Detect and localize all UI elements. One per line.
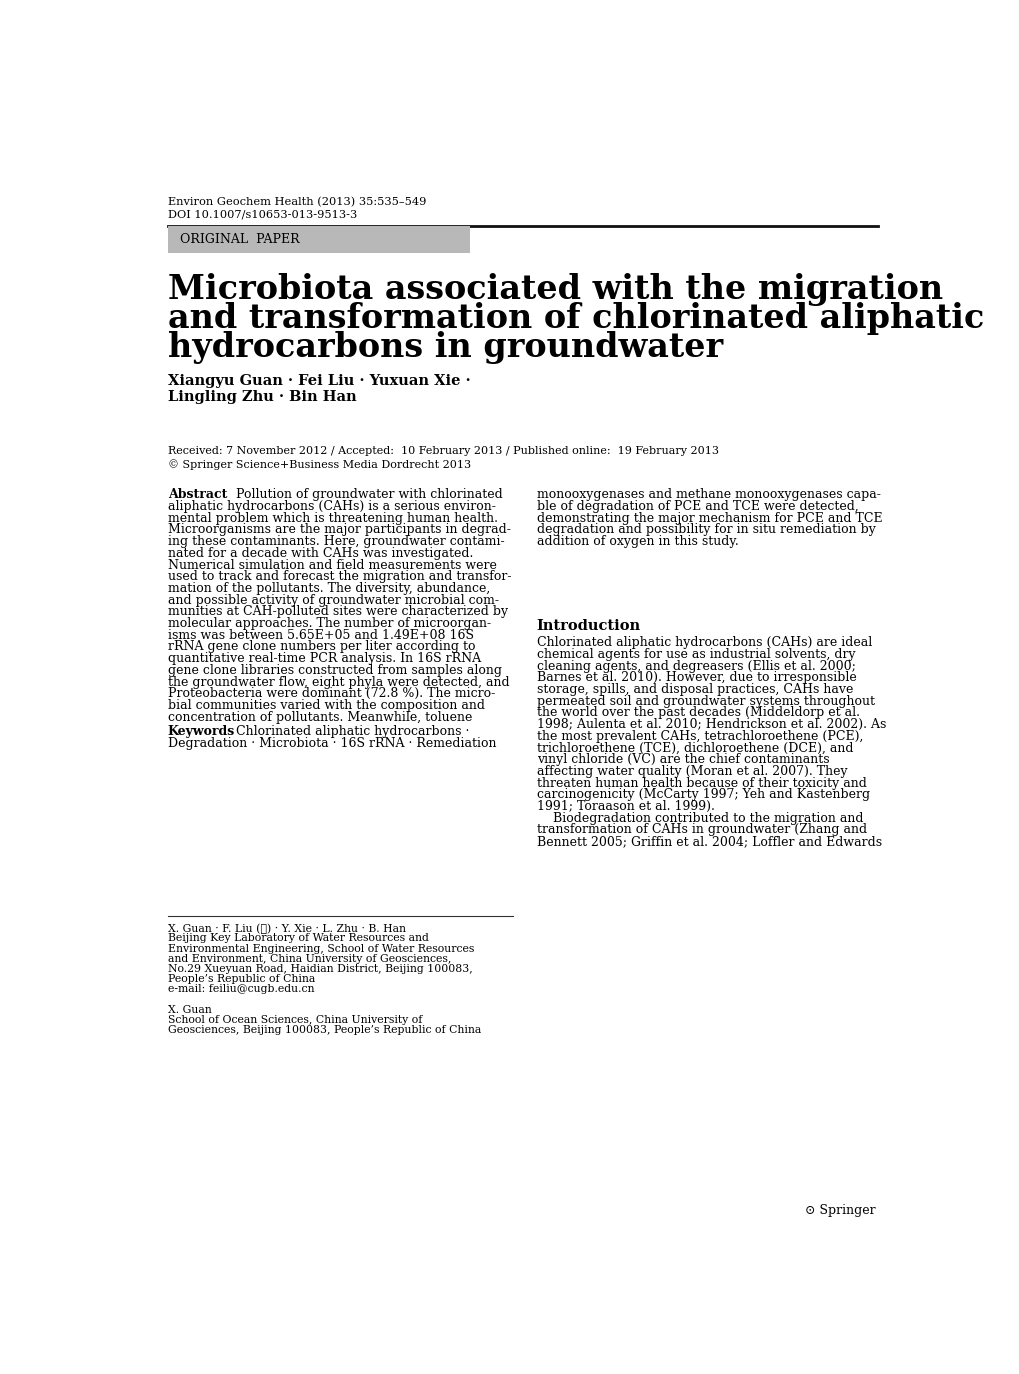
Text: ⊙ Springer: ⊙ Springer — [804, 1205, 874, 1217]
Text: rRNA gene clone numbers per liter according to: rRNA gene clone numbers per liter accord… — [168, 640, 475, 654]
Text: vinyl chloride (VC) are the chief contaminants: vinyl chloride (VC) are the chief contam… — [536, 753, 828, 767]
Text: isms was between 5.65E+05 and 1.49E+08 16S: isms was between 5.65E+05 and 1.49E+08 1… — [168, 629, 474, 642]
Text: ing these contaminants. Here, groundwater contami-: ing these contaminants. Here, groundwate… — [168, 534, 504, 548]
Text: affecting water quality (Moran et al. 2007). They: affecting water quality (Moran et al. 20… — [536, 765, 847, 778]
Text: used to track and forecast the migration and transfor-: used to track and forecast the migration… — [168, 570, 511, 583]
Text: aliphatic hydrocarbons (CAHs) is a serious environ-: aliphatic hydrocarbons (CAHs) is a serio… — [168, 500, 495, 513]
Text: © Springer Science+Business Media Dordrecht 2013: © Springer Science+Business Media Dordre… — [168, 459, 471, 470]
Text: concentration of pollutants. Meanwhile, toluene: concentration of pollutants. Meanwhile, … — [168, 710, 472, 724]
Text: Received: 7 November 2012 / Accepted:  10 February 2013 / Published online:  19 : Received: 7 November 2012 / Accepted: 10… — [168, 447, 718, 456]
Text: bial communities varied with the composition and: bial communities varied with the composi… — [168, 699, 484, 712]
Text: quantitative real-time PCR analysis. In 16S rRNA: quantitative real-time PCR analysis. In … — [168, 653, 480, 665]
Text: DOI 10.1007/s10653-013-9513-3: DOI 10.1007/s10653-013-9513-3 — [168, 210, 357, 220]
Text: Environmental Engineering, School of Water Resources: Environmental Engineering, School of Wat… — [168, 944, 474, 954]
Text: e-mail: feiliu@cugb.edu.cn: e-mail: feiliu@cugb.edu.cn — [168, 984, 314, 995]
Text: gene clone libraries constructed from samples along: gene clone libraries constructed from sa… — [168, 664, 501, 677]
Text: X. Guan: X. Guan — [168, 1004, 211, 1014]
Text: Microbiota associated with the migration: Microbiota associated with the migration — [168, 272, 942, 305]
Text: the groundwater flow, eight phyla were detected, and: the groundwater flow, eight phyla were d… — [168, 676, 508, 688]
Text: Xiangyu Guan · Fei Liu · Yuxuan Xie ·: Xiangyu Guan · Fei Liu · Yuxuan Xie · — [168, 374, 470, 389]
Text: and transformation of chlorinated aliphatic: and transformation of chlorinated alipha… — [168, 302, 983, 335]
Text: Microorganisms are the major participants in degrad-: Microorganisms are the major participant… — [168, 523, 511, 536]
Text: Chlorinated aliphatic hydrocarbons (CAHs) are ideal: Chlorinated aliphatic hydrocarbons (CAHs… — [536, 636, 871, 649]
Text: Keywords: Keywords — [168, 725, 234, 738]
Text: demonstrating the major mechanism for PCE and TCE: demonstrating the major mechanism for PC… — [536, 511, 881, 525]
Text: Introduction: Introduction — [536, 620, 640, 633]
Text: threaten human health because of their toxicity and: threaten human health because of their t… — [536, 776, 866, 790]
Text: cleaning agents, and degreasers (Ellis et al. 2000;: cleaning agents, and degreasers (Ellis e… — [536, 660, 855, 672]
Text: People’s Republic of China: People’s Republic of China — [168, 974, 315, 984]
Text: mation of the pollutants. The diversity, abundance,: mation of the pollutants. The diversity,… — [168, 583, 489, 595]
Text: Abstract: Abstract — [168, 488, 227, 502]
Text: Numerical simulation and field measurements were: Numerical simulation and field measureme… — [168, 558, 496, 572]
Text: Bennett 2005; Griffin et al. 2004; Loffler and Edwards: Bennett 2005; Griffin et al. 2004; Loffl… — [536, 835, 881, 848]
Text: School of Ocean Sciences, China University of: School of Ocean Sciences, China Universi… — [168, 1015, 422, 1025]
Text: Environ Geochem Health (2013) 35:535–549: Environ Geochem Health (2013) 35:535–549 — [168, 198, 426, 207]
Text: ORIGINAL  PAPER: ORIGINAL PAPER — [180, 232, 300, 246]
Text: transformation of CAHs in groundwater (Zhang and: transformation of CAHs in groundwater (Z… — [536, 823, 866, 837]
Text: the world over the past decades (Middeldorp et al.: the world over the past decades (Middeld… — [536, 706, 859, 720]
Text: Barnes et al. 2010). However, due to irresponsible: Barnes et al. 2010). However, due to irr… — [536, 672, 856, 684]
Text: and Environment, China University of Geosciences,: and Environment, China University of Geo… — [168, 954, 450, 963]
Text: ble of degradation of PCE and TCE were detected,: ble of degradation of PCE and TCE were d… — [536, 500, 858, 513]
Text: monooxygenases and methane monooxygenases capa-: monooxygenases and methane monooxygenase… — [536, 488, 879, 502]
Text: Beijing Key Laboratory of Water Resources and: Beijing Key Laboratory of Water Resource… — [168, 933, 428, 944]
Text: degradation and possibility for in situ remediation by: degradation and possibility for in situ … — [536, 523, 874, 536]
Text: Geosciences, Beijing 100083, People’s Republic of China: Geosciences, Beijing 100083, People’s Re… — [168, 1025, 481, 1035]
Text: molecular approaches. The number of microorgan-: molecular approaches. The number of micr… — [168, 617, 490, 631]
Text: nated for a decade with CAHs was investigated.: nated for a decade with CAHs was investi… — [168, 547, 473, 559]
Text: and possible activity of groundwater microbial com-: and possible activity of groundwater mic… — [168, 594, 498, 606]
Text: storage, spills, and disposal practices, CAHs have: storage, spills, and disposal practices,… — [536, 683, 852, 697]
Text: hydrocarbons in groundwater: hydrocarbons in groundwater — [168, 331, 722, 364]
Text: No.29 Xueyuan Road, Haidian District, Beijing 100083,: No.29 Xueyuan Road, Haidian District, Be… — [168, 965, 472, 974]
Text: Lingling Zhu · Bin Han: Lingling Zhu · Bin Han — [168, 390, 356, 404]
Text: permeated soil and groundwater systems throughout: permeated soil and groundwater systems t… — [536, 695, 874, 708]
Text: munities at CAH-polluted sites were characterized by: munities at CAH-polluted sites were char… — [168, 606, 507, 618]
Text: mental problem which is threatening human health.: mental problem which is threatening huma… — [168, 511, 497, 525]
Text: trichloroethene (TCE), dichloroethene (DCE), and: trichloroethene (TCE), dichloroethene (D… — [536, 742, 852, 754]
Text: addition of oxygen in this study.: addition of oxygen in this study. — [536, 534, 738, 548]
Text: 1998; Aulenta et al. 2010; Hendrickson et al. 2002). As: 1998; Aulenta et al. 2010; Hendrickson e… — [536, 719, 886, 731]
Text: Degradation · Microbiota · 16S rRNA · Remediation: Degradation · Microbiota · 16S rRNA · Re… — [168, 736, 496, 750]
Text: Pollution of groundwater with chlorinated: Pollution of groundwater with chlorinate… — [235, 488, 502, 502]
Text: the most prevalent CAHs, tetrachloroethene (PCE),: the most prevalent CAHs, tetrachloroethe… — [536, 730, 862, 743]
Text: Chlorinated aliphatic hydrocarbons ·: Chlorinated aliphatic hydrocarbons · — [235, 725, 469, 738]
Text: X. Guan · F. Liu (✉) · Y. Xie · L. Zhu · B. Han: X. Guan · F. Liu (✉) · Y. Xie · L. Zhu ·… — [168, 923, 406, 934]
Text: carcinogenicity (McCarty 1997; Yeh and Kastenberg: carcinogenicity (McCarty 1997; Yeh and K… — [536, 789, 869, 801]
Text: Biodegradation contributed to the migration and: Biodegradation contributed to the migrat… — [536, 812, 862, 824]
Text: 1991; Toraason et al. 1999).: 1991; Toraason et al. 1999). — [536, 800, 714, 813]
Text: Proteobacteria were dominant (72.8 %). The micro-: Proteobacteria were dominant (72.8 %). T… — [168, 687, 494, 701]
Bar — [168, 227, 470, 253]
Text: chemical agents for use as industrial solvents, dry: chemical agents for use as industrial so… — [536, 647, 855, 661]
